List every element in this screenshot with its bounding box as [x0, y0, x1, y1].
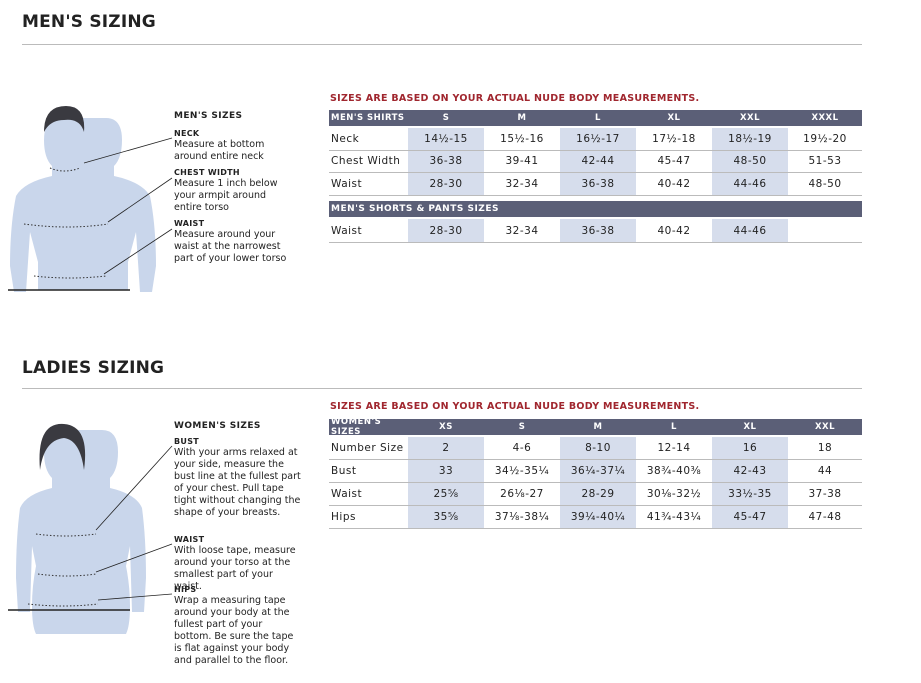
row-label: Hips [329, 506, 408, 529]
section-title: MEN'S SIZING [22, 12, 156, 32]
column-header: M [484, 110, 560, 126]
man-figure [8, 106, 173, 292]
woman-figure [8, 423, 173, 634]
size-value: 32-34 [484, 173, 560, 196]
column-header: M [560, 419, 636, 435]
size-value: 36-38 [560, 173, 636, 196]
guide-label: CHEST WIDTH [174, 168, 240, 177]
column-header: XXL [788, 419, 862, 435]
size-value: 8-10 [560, 437, 636, 460]
guide-heading: MEN'S SIZES [174, 111, 243, 121]
size-value: 12-14 [636, 437, 712, 460]
column-header: XL [712, 419, 788, 435]
guide-text: Wrap a measuring tape around your body a… [174, 595, 294, 666]
guide-text: Measure at bottom around entire neck [174, 139, 265, 162]
size-value: 48-50 [712, 150, 788, 173]
size-value: 37-38 [788, 483, 862, 506]
size-value: 40-42 [636, 173, 712, 196]
divider [22, 388, 862, 389]
size-value: 26⅛-27 [484, 483, 560, 506]
size-value: 32-34 [484, 219, 560, 243]
size-value: 44-46 [712, 173, 788, 196]
column-header: L [560, 110, 636, 126]
size-value: 45-47 [712, 506, 788, 529]
size-value: 37⅛-38¼ [484, 506, 560, 529]
size-value: 42-43 [712, 460, 788, 483]
size-value: 33½-35 [712, 483, 788, 506]
size-value: 48-50 [788, 173, 862, 196]
size-value: 36-38 [408, 150, 484, 173]
size-value: 18½-19 [712, 128, 788, 151]
column-header: WOMEN'S SIZES [329, 417, 408, 437]
column-header: XXXL [788, 110, 862, 126]
size-value: 38¾-40⅜ [636, 460, 712, 483]
guide-text: Measure 1 inch below your armpit around … [174, 178, 278, 213]
column-header: XS [408, 419, 484, 435]
size-value [788, 219, 862, 243]
size-value: 45-47 [636, 151, 712, 173]
size-value: 41¾-43¼ [636, 506, 712, 529]
row-label: Chest Width [329, 151, 408, 173]
guide-text: With loose tape, measure around your tor… [174, 545, 296, 592]
size-value: 16½-17 [560, 128, 636, 151]
size-value: 44 [788, 460, 862, 483]
size-value: 34½-35¼ [484, 460, 560, 483]
size-value: 44-46 [712, 219, 788, 243]
size-value: 30⅛-32½ [636, 483, 712, 506]
table-subheader: MEN'S SHORTS & PANTS SIZES [329, 201, 862, 217]
size-value: 39¼-40¼ [560, 506, 636, 529]
column-header: XXL [712, 110, 788, 126]
size-value: 2 [408, 437, 484, 460]
column-header: S [484, 419, 560, 435]
size-value: 17½-18 [636, 128, 712, 151]
guide-label: NECK [174, 129, 200, 138]
guide-text: With your arms relaxed at your side, mea… [174, 447, 301, 518]
guide-label: HIPS [174, 585, 197, 594]
size-value: 39-41 [484, 151, 560, 173]
row-label: Neck [329, 128, 408, 151]
size-value: 28-29 [560, 483, 636, 506]
column-header: MEN'S SHIRTS [329, 110, 408, 126]
size-value: 51-53 [788, 151, 862, 173]
size-value: 28-30 [408, 173, 484, 196]
guide-text: Measure around your waist at the narrowe… [174, 229, 287, 264]
size-value: 42-44 [560, 150, 636, 173]
table-note: SIZES ARE BASED ON YOUR ACTUAL NUDE BODY… [330, 401, 700, 412]
size-value: 15½-16 [484, 128, 560, 151]
size-value: 36-38 [560, 219, 636, 243]
size-value: 40-42 [636, 219, 712, 243]
row-label: Number Size [329, 437, 408, 460]
column-header: XL [636, 110, 712, 126]
size-value: 25⅝ [408, 483, 484, 506]
row-label: Waist [329, 483, 408, 506]
size-value: 33 [408, 460, 484, 483]
row-label: Bust [329, 460, 408, 483]
guide-label: WAIST [174, 219, 205, 228]
size-value: 14½-15 [408, 128, 484, 151]
guide-label: WAIST [174, 535, 205, 544]
row-label: Waist [329, 219, 408, 243]
guide-heading: WOMEN'S SIZES [174, 421, 261, 431]
size-value: 19½-20 [788, 128, 862, 151]
size-value: 47-48 [788, 506, 862, 529]
size-value: 28-30 [408, 219, 484, 243]
size-value: 36¼-37¼ [560, 460, 636, 483]
size-value: 16 [712, 437, 788, 460]
column-header: L [636, 419, 712, 435]
size-value: 4-6 [484, 437, 560, 460]
size-value: 35⅝ [408, 506, 484, 529]
column-header: S [408, 110, 484, 126]
size-value: 18 [788, 437, 862, 460]
divider [22, 44, 862, 45]
guide-label: BUST [174, 437, 200, 446]
row-label: Waist [329, 173, 408, 196]
section-title: LADIES SIZING [22, 358, 165, 378]
table-note: SIZES ARE BASED ON YOUR ACTUAL NUDE BODY… [330, 93, 700, 104]
